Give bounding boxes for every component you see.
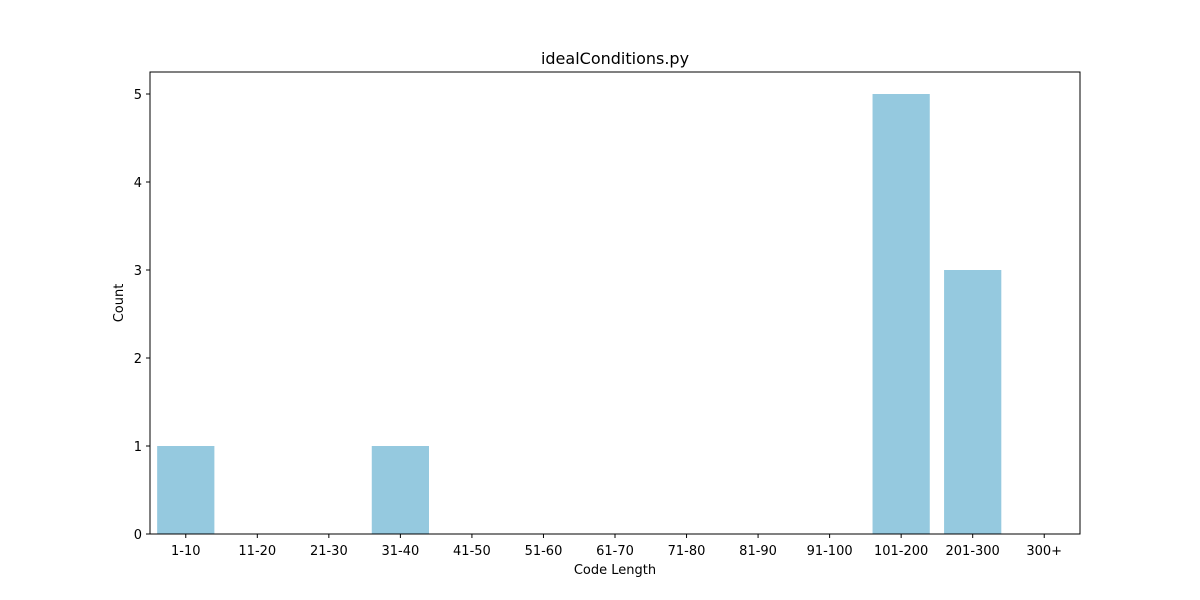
x-tick-label: 71-80 [668, 544, 706, 559]
y-tick-label: 5 [134, 88, 142, 103]
y-tick-label: 4 [134, 176, 142, 191]
x-tick-label: 1-10 [171, 544, 201, 559]
x-tick-label: 11-20 [238, 544, 276, 559]
y-tick-label: 2 [134, 352, 142, 367]
bar-201-300 [944, 270, 1002, 534]
x-tick-label: 41-50 [453, 544, 491, 559]
y-tick-label: 1 [134, 440, 142, 455]
x-tick-label: 81-90 [739, 544, 777, 559]
bar-101-200 [872, 94, 930, 534]
x-axis-label: Code Length [574, 563, 656, 578]
bar-1-10 [157, 446, 215, 534]
y-axis-label: Count [112, 284, 127, 323]
y-tick-label: 3 [134, 264, 142, 279]
x-tick-label: 21-30 [310, 544, 348, 559]
x-axis-ticks: 1-10 11-20 21-30 31-40 41-50 51-60 61-70 71-80 8… [171, 534, 1062, 559]
x-tick-label: 51-60 [525, 544, 563, 559]
x-tick-label: 201-300 [946, 544, 1000, 559]
chart-title: idealConditions.py [541, 49, 689, 68]
x-tick-label: 101-200 [874, 544, 928, 559]
x-tick-label: 300+ [1026, 544, 1062, 559]
x-tick-label: 31-40 [381, 544, 419, 559]
bars-group [157, 94, 1002, 534]
y-tick-label: 0 [134, 528, 142, 543]
bar-31-40 [371, 446, 429, 534]
plot-frame [149, 71, 1081, 535]
x-tick-label: 61-70 [596, 544, 634, 559]
x-tick-label: 91-100 [807, 544, 853, 559]
y-axis-ticks: 0 1 2 3 4 5 [134, 88, 150, 543]
